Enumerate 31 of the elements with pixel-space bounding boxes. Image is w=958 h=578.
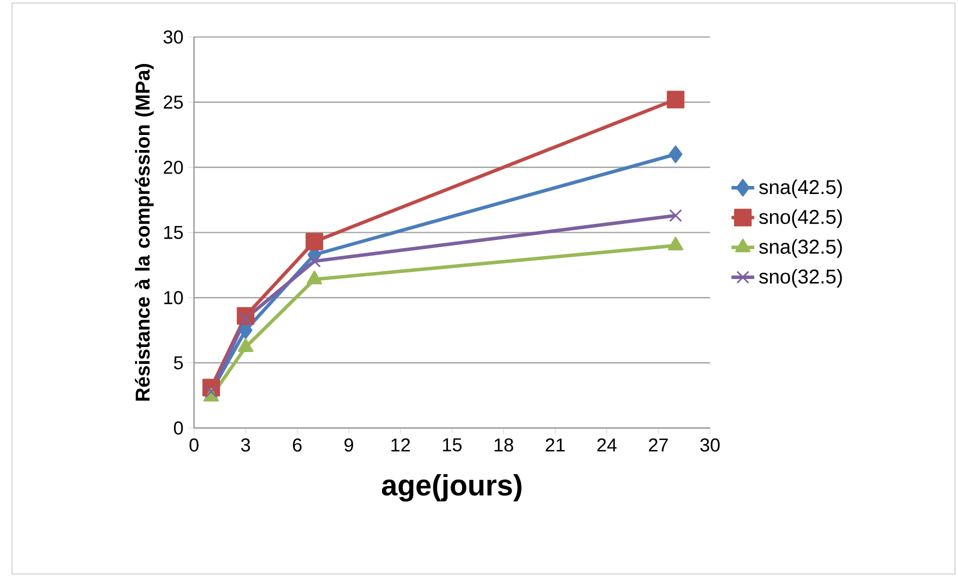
x-tick-label: 0	[190, 438, 198, 452]
x-tick-label: 15	[443, 438, 462, 452]
point	[204, 385, 218, 398]
point	[239, 312, 252, 325]
point	[669, 209, 682, 222]
point	[666, 90, 684, 108]
y-tick-label: 10	[164, 291, 183, 304]
y-axis-title: Résistance à la compréssion (MPa)	[134, 64, 154, 401]
y-tick-label: 15	[164, 226, 183, 240]
point	[668, 145, 682, 164]
x-tick-label: 3	[241, 438, 250, 452]
x-tick-label: 6	[292, 438, 302, 452]
y-tick-label: 20	[164, 160, 183, 174]
x-tick-label: 27	[648, 438, 668, 452]
legend-label: sno(32.5)	[759, 268, 842, 288]
point	[308, 254, 321, 268]
y-tick-label: 0	[174, 421, 183, 435]
x-tick-label: 9	[344, 438, 354, 452]
y-tick-label: 25	[164, 96, 183, 109]
x-axis-title: age(jours)	[382, 474, 522, 502]
legend-label: sno(42.5)	[759, 209, 842, 228]
x-tick-label: 30	[700, 438, 720, 452]
x-tick-label: 12	[391, 438, 410, 452]
x-tick-label: 21	[546, 438, 565, 452]
legend-label: sna(42.5)	[759, 180, 842, 198]
x-tick-label: 24	[597, 438, 617, 452]
x-tick-label: 18	[494, 438, 514, 452]
y-tick-label: 5	[174, 356, 183, 370]
point	[306, 232, 324, 250]
legend-label: sna(32.5)	[759, 239, 842, 258]
y-tick-label: 30	[164, 30, 183, 44]
